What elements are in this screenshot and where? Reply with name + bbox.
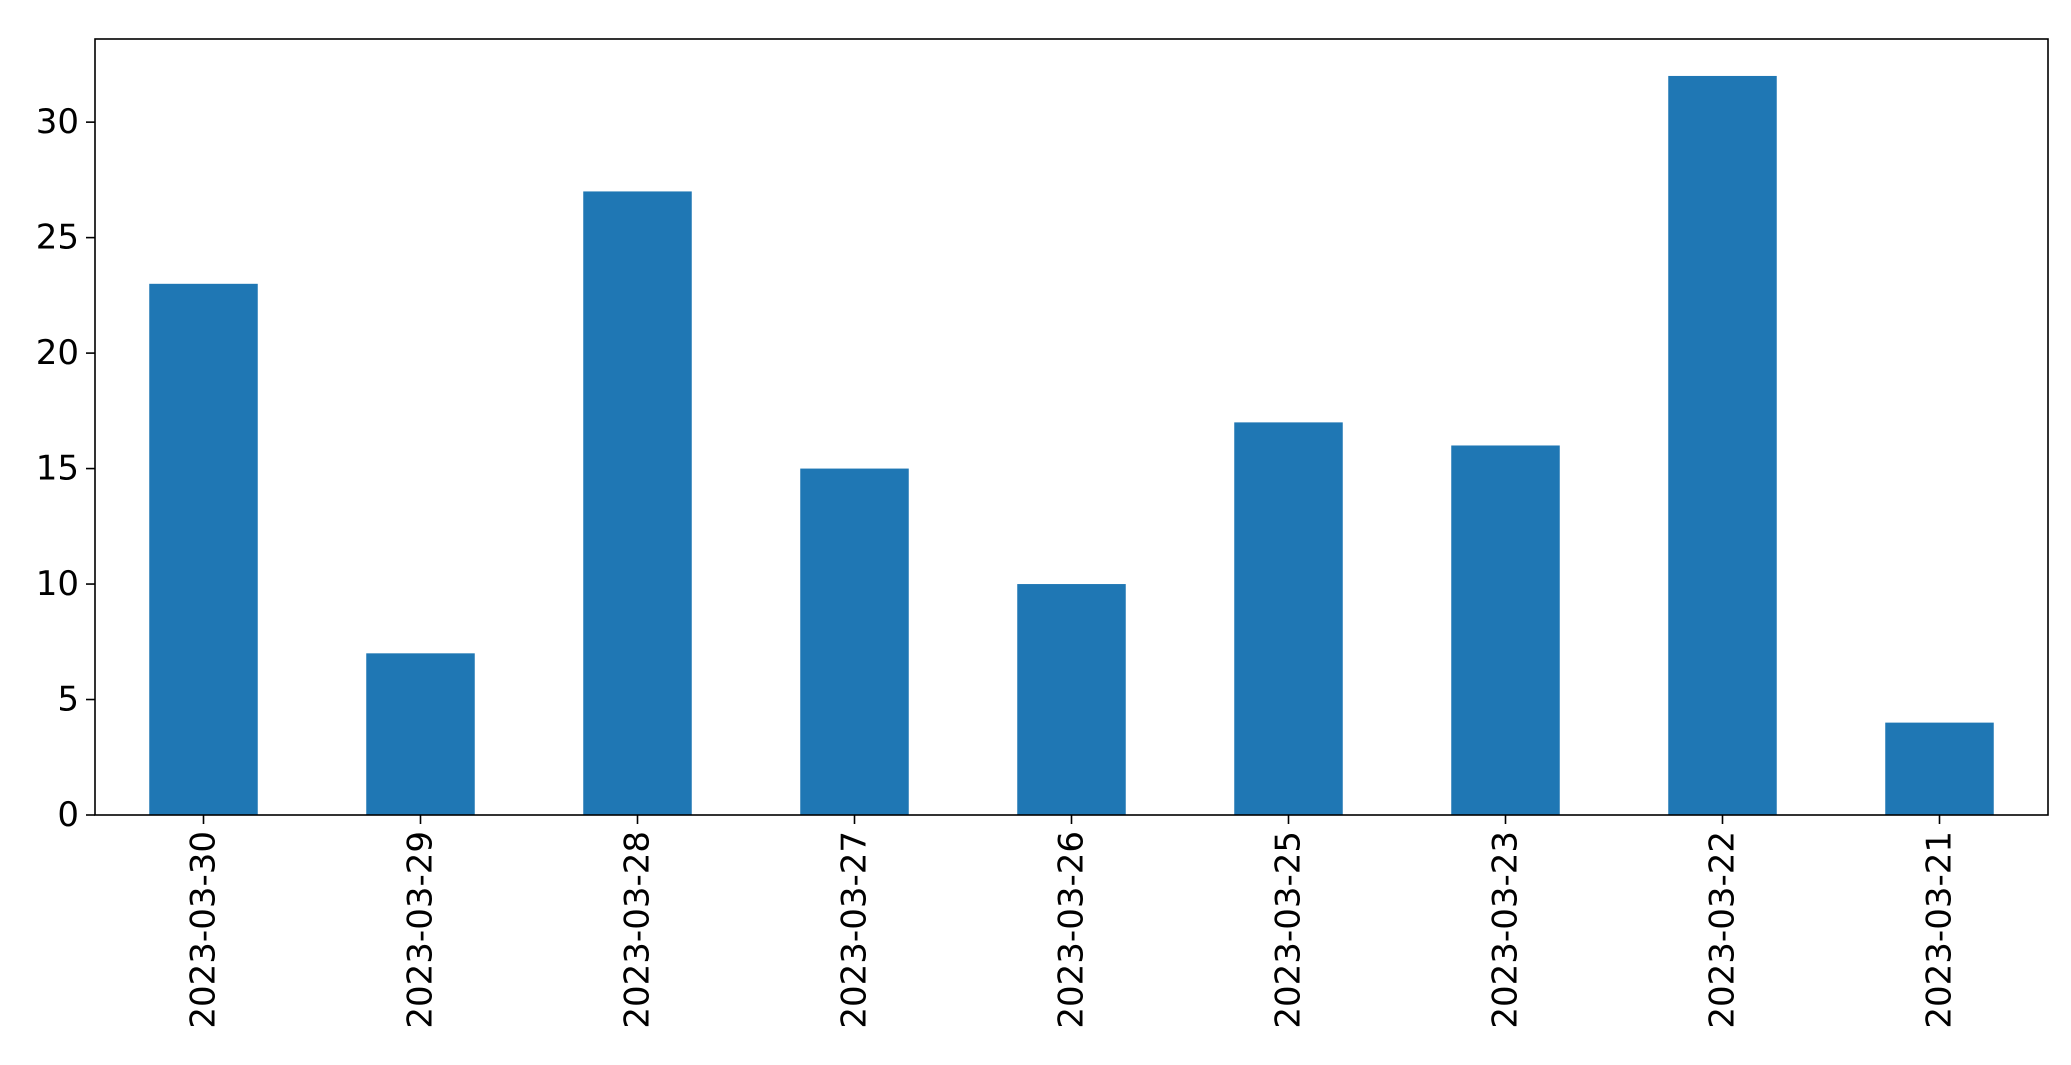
bars-layer bbox=[149, 75, 1994, 815]
y-tick-label: 15 bbox=[36, 449, 79, 489]
y-tick-label: 30 bbox=[36, 102, 79, 142]
y-tick-label: 10 bbox=[36, 564, 79, 604]
bar-2023-03-29 bbox=[366, 653, 475, 815]
bar-2023-03-22 bbox=[1668, 75, 1777, 815]
bar-2023-03-30 bbox=[149, 283, 258, 815]
bar-2023-03-28 bbox=[583, 191, 692, 815]
y-tick-label: 25 bbox=[36, 218, 79, 258]
bar-2023-03-27 bbox=[800, 468, 909, 815]
x-tick-label: 2023-03-26 bbox=[1052, 831, 1092, 1029]
y-axis: 0 5 10 15 20 25 30 bbox=[36, 102, 95, 835]
x-tick-label: 2023-03-29 bbox=[401, 831, 441, 1029]
y-tick-label: 5 bbox=[57, 680, 79, 720]
x-tick-label: 2023-03-28 bbox=[618, 831, 658, 1029]
plot-frame bbox=[94, 38, 2049, 816]
x-tick-label: 2023-03-25 bbox=[1269, 831, 1309, 1029]
x-tick-label: 2023-03-22 bbox=[1703, 831, 1743, 1029]
bar-2023-03-25 bbox=[1234, 422, 1343, 815]
x-tick-label: 2023-03-30 bbox=[184, 831, 224, 1029]
x-tick-label: 2023-03-21 bbox=[1920, 831, 1960, 1029]
bar-2023-03-21 bbox=[1885, 722, 1994, 815]
y-tick-label: 0 bbox=[57, 795, 79, 835]
x-tick-label: 2023-03-23 bbox=[1486, 831, 1526, 1029]
x-tick-label: 2023-03-27 bbox=[835, 831, 875, 1029]
bar-2023-03-26 bbox=[1017, 584, 1126, 815]
y-tick-label: 20 bbox=[36, 333, 79, 373]
bar-2023-03-23 bbox=[1451, 445, 1560, 815]
x-axis: 2023-03-30 2023-03-29 2023-03-28 2023-03-27… bbox=[184, 815, 1960, 1029]
